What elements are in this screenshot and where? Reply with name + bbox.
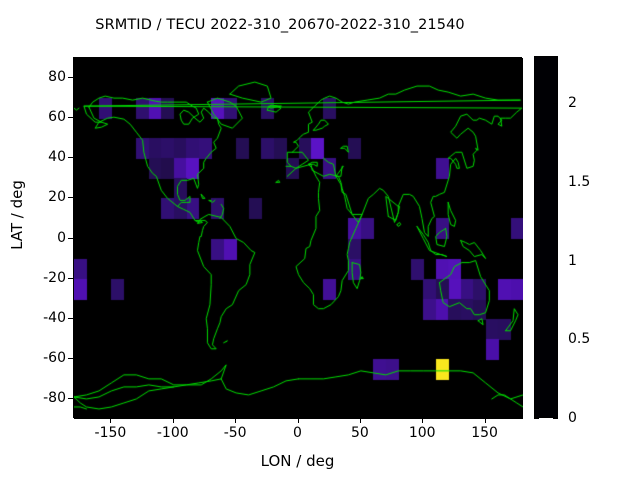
colorbar-tick-label: 2 — [568, 95, 577, 112]
colorbar-tick-mark — [553, 260, 558, 262]
x-tick-mark — [110, 418, 112, 423]
y-axis-tick-labels: 80 60 40 20 0 -20 -40 -60 -80 — [0, 0, 66, 480]
y-tick-label: 20 — [48, 189, 66, 206]
y-tick-label: -60 — [43, 349, 66, 366]
colorbar-tick-mark — [553, 181, 558, 183]
y-tick-mark — [68, 277, 73, 279]
colorbar — [534, 56, 558, 418]
y-tick-label: 40 — [48, 149, 66, 166]
x-tick-label: 150 — [471, 425, 498, 441]
y-axis-label: LAT / deg — [8, 180, 26, 250]
x-tick-label: -100 — [156, 425, 189, 441]
y-tick-mark — [68, 117, 73, 119]
colorbar-tick-label: 0.5 — [568, 331, 591, 348]
y-tick-mark — [68, 397, 73, 399]
x-tick-mark — [235, 418, 237, 423]
y-tick-label: -40 — [43, 309, 66, 326]
y-tick-mark — [68, 237, 73, 239]
x-tick-mark — [172, 418, 174, 423]
x-tick-label: 0 — [293, 425, 302, 441]
colorbar-tick-mark — [534, 103, 539, 105]
world-heatmap-canvas — [74, 58, 523, 419]
colorbar-tick-label: 0 — [568, 410, 577, 426]
colorbar-tick-label: 1 — [568, 252, 577, 269]
x-tick-label: 50 — [350, 425, 369, 441]
colorbar-tick-labels: 0 0.5 1 1.5 2 — [534, 0, 634, 480]
colorbar-tick-label: 1.5 — [568, 173, 591, 190]
chart-title: SRMTID / TECU 2022-310_20670-2022-310_21… — [95, 17, 465, 33]
map-plot-area — [73, 57, 523, 419]
colorbar-tick-mark — [534, 181, 539, 183]
y-tick-label: -20 — [43, 269, 66, 286]
y-tick-mark — [68, 77, 73, 79]
y-tick-mark — [68, 197, 73, 199]
y-tick-label: 80 — [48, 69, 66, 86]
colorbar-tick-mark — [553, 418, 558, 419]
x-tick-label: -50 — [223, 425, 247, 441]
y-tick-mark — [68, 357, 73, 359]
y-tick-label: -80 — [43, 389, 66, 406]
y-tick-mark — [68, 317, 73, 319]
colorbar-tick-mark — [534, 260, 539, 262]
y-tick-mark — [68, 157, 73, 159]
y-tick-label: 0 — [57, 229, 66, 246]
colorbar-tick-mark — [553, 339, 558, 341]
y-tick-label: 60 — [48, 109, 66, 126]
x-tick-label: 100 — [408, 425, 436, 441]
colorbar-tick-mark — [534, 339, 539, 341]
colorbar-gradient — [535, 57, 557, 417]
x-tick-label: -150 — [94, 425, 127, 441]
x-tick-mark — [359, 418, 361, 423]
x-tick-mark — [297, 418, 299, 423]
x-tick-mark — [422, 418, 424, 423]
colorbar-tick-mark — [553, 103, 558, 105]
x-axis-tick-labels: -150 -100 -50 0 50 100 150 — [0, 425, 640, 445]
x-axis-label: LON / deg — [260, 452, 335, 470]
colorbar-tick-mark — [534, 418, 539, 419]
x-tick-mark — [484, 418, 486, 423]
